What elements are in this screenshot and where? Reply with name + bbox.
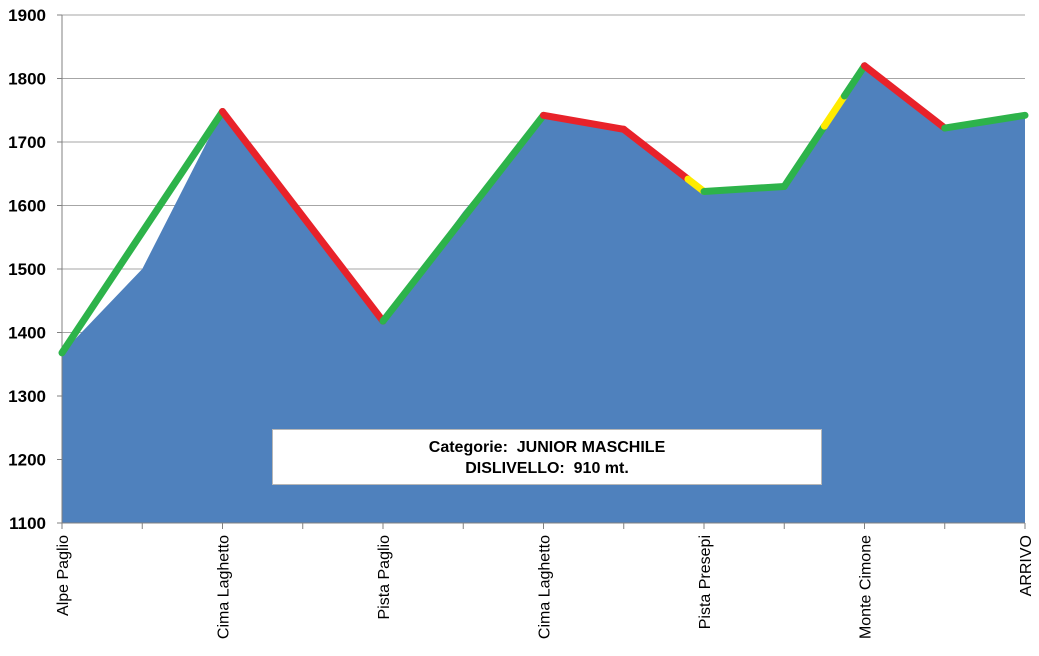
x-tick-label: Alpe Paglio [55,535,72,616]
y-tick-label: 1600 [8,197,46,216]
profile-segment [700,182,788,196]
y-tick-label: 1300 [8,387,46,406]
profile-segment [840,62,868,100]
y-tick-label: 1500 [8,260,46,279]
y-tick-label: 1200 [8,451,46,470]
x-tick-label: Monte Cimone [858,535,875,639]
profile-segment [379,111,547,325]
profile-segment [620,125,692,183]
y-tick-label: 1400 [8,324,46,343]
profile-segment [780,122,828,190]
profile-segments [58,62,1029,357]
x-tick-label: Pista Presepi [697,535,714,629]
x-tick-label: Cima Laghetto [537,535,554,639]
y-tick-label: 1700 [8,133,46,152]
profile-segment [941,111,1029,132]
y-tick-label: 1900 [8,6,46,25]
profile-segment [861,62,949,132]
y-tick-label: 1100 [9,514,46,533]
y-tick-label: 1800 [8,70,46,89]
elevation-area [62,65,1025,524]
profile-segment [820,92,848,130]
x-tick-label: ARRIVO [1018,535,1035,596]
x-tick-label: Pista Paglio [376,535,393,620]
x-tick-label: Cima Laghetto [216,535,233,639]
x-tick-labels: Alpe Paglio Cima Laghetto Pista Paglio Cima… [55,535,1035,639]
y-tick-labels: 1100 1200 1300 1400 1500 1600 1700 1800 1900 [8,6,46,533]
profile-segment [58,108,226,357]
category-info-box: Categorie: JUNIOR MASCHILE DISLIVELLO: 9… [272,429,822,485]
profile-segment [540,111,628,133]
elevation-gain-label: DISLIVELLO: 910 mt. [465,460,629,477]
axes [57,14,1026,529]
profile-segment [219,108,387,325]
category-label: Categorie: JUNIOR MASCHILE [428,439,666,456]
